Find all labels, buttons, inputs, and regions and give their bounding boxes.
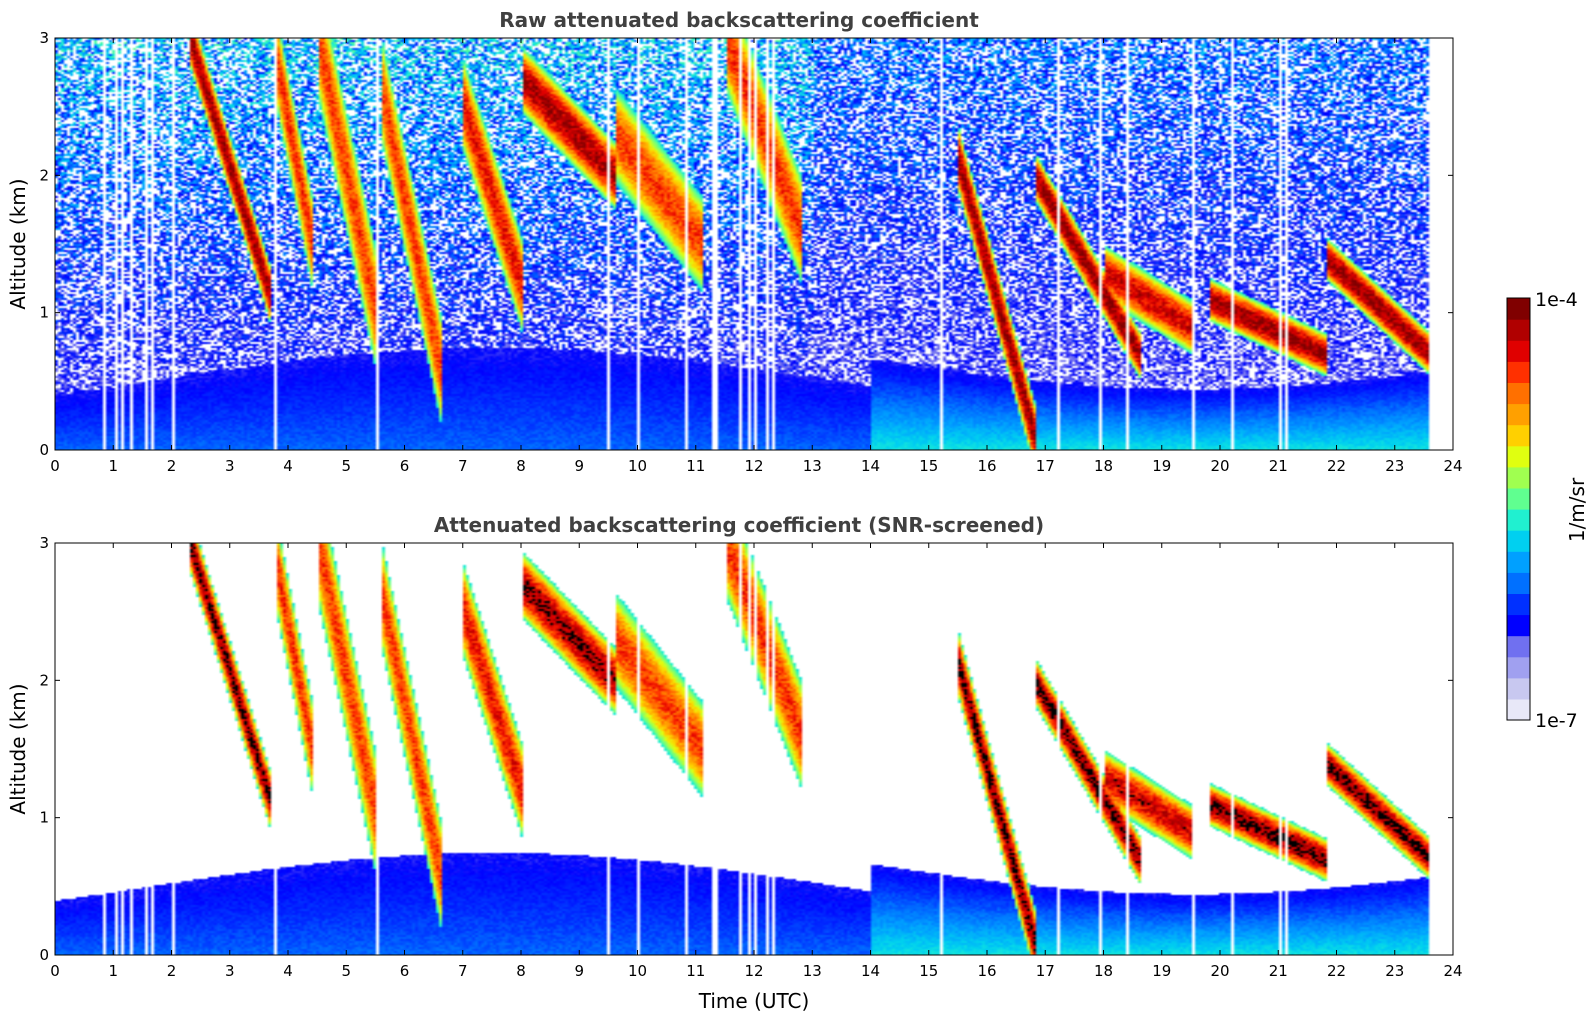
x-tick-label: 10 (628, 457, 647, 475)
y-tick-label: 3 (39, 29, 49, 47)
x-tick-label: 3 (225, 962, 235, 980)
x-tick-label: 5 (341, 457, 351, 475)
colorbar-step (1507, 382, 1530, 405)
y-tick-label: 3 (39, 534, 49, 552)
colorbar-step (1507, 403, 1530, 426)
x-tick-label: 6 (400, 962, 410, 980)
y-tick-label: 0 (39, 441, 49, 459)
x-tick-label: 14 (861, 457, 880, 475)
x-tick-label: 18 (1094, 457, 1113, 475)
colorbar-step (1507, 656, 1530, 679)
panel-screened-title: Attenuated backscattering coefficient (S… (434, 513, 1044, 537)
x-tick-label: 15 (919, 962, 938, 980)
x-tick-label: 7 (458, 457, 468, 475)
panel-raw-ticks: 0 1 2 3 4 5 6 7 8 9 10 11 12 13 14 15 16 17 18 19 20 21 22 23 24… (39, 29, 1462, 475)
x-tick-label: 20 (1210, 962, 1229, 980)
x-tick-label: 15 (919, 457, 938, 475)
colorbar-step (1507, 593, 1530, 616)
colorbar-step (1507, 677, 1530, 700)
x-tick-label: 11 (686, 457, 705, 475)
x-tick-label: 8 (516, 962, 526, 980)
colorbar-step (1507, 424, 1530, 447)
x-tick-label: 0 (50, 962, 60, 980)
x-tick-label: 22 (1327, 457, 1346, 475)
x-tick-label: 3 (225, 457, 235, 475)
colorbar-label: 1/m/sr (1565, 477, 1589, 542)
x-tick-label: 2 (167, 457, 177, 475)
x-tick-label: 9 (574, 457, 584, 475)
x-tick-label: 20 (1210, 457, 1229, 475)
x-tick-label: 17 (1036, 962, 1055, 980)
x-tick-label: 11 (686, 962, 705, 980)
panel-screened-ticks: 0 1 2 3 4 5 6 7 8 9 10 11 12 13 14 15 16 17 18 19 20 21 22 23 24… (39, 534, 1462, 980)
x-tick-label: 17 (1036, 457, 1055, 475)
panel-screened-ylabel: Altitude (km) (6, 683, 30, 814)
panel-raw-heatmap (55, 38, 1453, 450)
colorbar-step (1507, 298, 1530, 320)
colorbar-step (1507, 340, 1530, 362)
colorbar-step (1507, 572, 1530, 594)
colorbar-step (1507, 551, 1530, 573)
x-tick-label: 22 (1327, 962, 1346, 980)
panel-screened-heatmap (55, 543, 1453, 955)
y-tick-label: 2 (39, 166, 49, 184)
colorbar-step (1507, 319, 1530, 341)
x-tick-label: 12 (744, 962, 763, 980)
x-tick-label: 18 (1094, 962, 1113, 980)
panel-raw-ylabel: Altitude (km) (6, 178, 30, 309)
x-tick-label: 7 (458, 962, 468, 980)
x-tick-label: 23 (1385, 457, 1404, 475)
x-tick-label: 2 (167, 962, 177, 980)
colorbar-step (1507, 530, 1530, 552)
y-tick-label: 0 (39, 946, 49, 964)
colorbar-step (1507, 445, 1530, 468)
x-tick-label: 0 (50, 457, 60, 475)
x-tick-label: 14 (861, 962, 880, 980)
y-tick-label: 2 (39, 671, 49, 689)
x-tick-label: 23 (1385, 962, 1404, 980)
x-tick-label: 13 (803, 962, 822, 980)
colorbar-step (1507, 698, 1530, 721)
x-tick-label: 5 (341, 962, 351, 980)
colorbar: 1e-4 1e-7 1/m/sr (1506, 289, 1589, 732)
colorbar-step (1507, 361, 1530, 383)
x-tick-label: 12 (744, 457, 763, 475)
y-tick-label: 1 (39, 304, 49, 322)
x-tick-label: 13 (803, 457, 822, 475)
x-tick-label: 24 (1443, 962, 1462, 980)
colorbar-min-label: 1e-7 (1535, 710, 1578, 732)
x-tick-label: 8 (516, 457, 526, 475)
x-tick-label: 16 (977, 457, 996, 475)
panel-screened: Attenuated backscattering coefficient (S… (6, 513, 1463, 1013)
colorbar-gradient (1507, 298, 1530, 721)
x-tick-label: 19 (1152, 457, 1171, 475)
panel-raw-title: Raw attenuated backscattering coefficien… (499, 8, 979, 32)
x-tick-label: 24 (1443, 457, 1462, 475)
x-tick-label: 6 (400, 457, 410, 475)
x-tick-label: 21 (1269, 457, 1288, 475)
x-tick-label: 4 (283, 962, 293, 980)
x-tick-label: 10 (628, 962, 647, 980)
x-tick-label: 9 (574, 962, 584, 980)
panel-screened-xlabel: Time (UTC) (698, 989, 810, 1013)
x-tick-label: 1 (108, 457, 118, 475)
colorbar-step (1507, 509, 1530, 531)
x-tick-label: 4 (283, 457, 293, 475)
x-tick-label: 1 (108, 962, 118, 980)
colorbar-step (1507, 487, 1530, 510)
colorbar-max-label: 1e-4 (1535, 289, 1578, 311)
x-tick-label: 19 (1152, 962, 1171, 980)
panel-raw: Raw attenuated backscattering coefficien… (6, 8, 1463, 475)
x-tick-label: 21 (1269, 962, 1288, 980)
colorbar-step (1507, 614, 1530, 637)
colorbar-frame (1506, 297, 1531, 721)
x-tick-label: 16 (977, 962, 996, 980)
colorbar-step (1507, 466, 1530, 489)
colorbar-step (1507, 635, 1530, 658)
y-tick-label: 1 (39, 809, 49, 827)
